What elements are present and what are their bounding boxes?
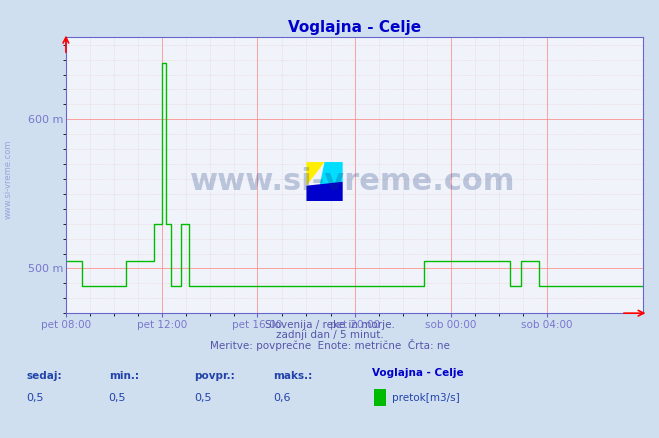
Text: www.si-vreme.com: www.si-vreme.com [4, 140, 13, 219]
Text: 0,5: 0,5 [109, 393, 127, 403]
Text: pretok[m3/s]: pretok[m3/s] [392, 393, 460, 403]
Polygon shape [306, 182, 343, 201]
Text: min.:: min.: [109, 371, 139, 381]
Text: 0,5: 0,5 [26, 393, 44, 403]
Text: maks.:: maks.: [273, 371, 313, 381]
Text: Slovenija / reke in morje.: Slovenija / reke in morje. [264, 320, 395, 330]
Text: Voglajna - Celje: Voglajna - Celje [372, 368, 464, 378]
Text: www.si-vreme.com: www.si-vreme.com [190, 167, 515, 196]
Polygon shape [306, 162, 325, 186]
Text: sedaj:: sedaj: [26, 371, 62, 381]
Text: 0,5: 0,5 [194, 393, 212, 403]
Text: Meritve: povprečne  Enote: metrične  Črta: ne: Meritve: povprečne Enote: metrične Črta:… [210, 339, 449, 351]
Title: Voglajna - Celje: Voglajna - Celje [287, 20, 421, 35]
Text: zadnji dan / 5 minut.: zadnji dan / 5 minut. [275, 330, 384, 340]
Text: 0,6: 0,6 [273, 393, 291, 403]
Text: povpr.:: povpr.: [194, 371, 235, 381]
Polygon shape [319, 162, 343, 187]
